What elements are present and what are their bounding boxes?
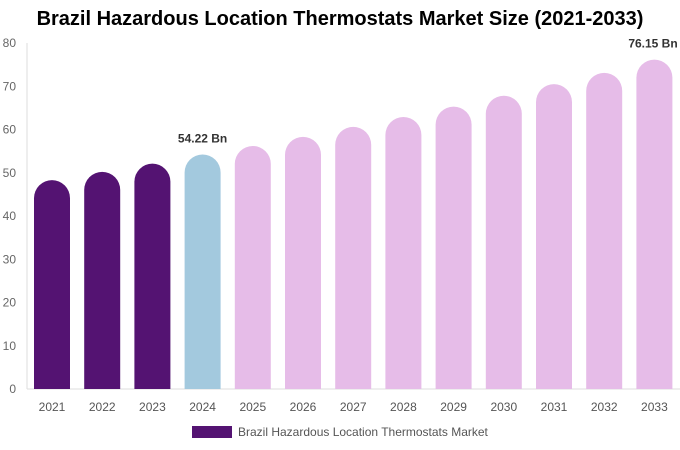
x-tick-label: 2031 (541, 400, 568, 414)
data-label: 76.15 Bn (628, 37, 677, 51)
x-tick-label: 2033 (641, 400, 668, 414)
bar-2023 (134, 163, 171, 389)
x-tick-label: 2023 (139, 400, 166, 414)
x-tick-label: 2025 (239, 400, 266, 414)
x-tick-label: 2027 (340, 400, 367, 414)
bar-2021 (34, 180, 70, 389)
legend: Brazil Hazardous Location Thermostats Ma… (192, 425, 488, 439)
bar-2024 (184, 154, 221, 389)
x-tick-label: 2022 (89, 400, 116, 414)
bar-2022 (84, 171, 121, 389)
y-tick-label: 50 (3, 166, 17, 180)
bar-2031 (536, 84, 572, 390)
bar-2029 (435, 106, 472, 389)
bar-2026 (285, 136, 321, 389)
bar-2032 (586, 72, 623, 389)
y-tick-label: 60 (3, 123, 17, 137)
x-tick-label: 2032 (591, 400, 618, 414)
y-tick-label: 20 (3, 296, 17, 310)
y-tick-label: 40 (3, 209, 17, 223)
y-tick-label: 10 (3, 339, 17, 353)
y-tick-label: 80 (3, 36, 17, 50)
x-tick-label: 2026 (290, 400, 317, 414)
bar-2033 (636, 59, 673, 390)
legend-swatch (192, 426, 232, 438)
bar-2028 (385, 116, 422, 389)
y-tick-label: 70 (3, 79, 17, 93)
bar-2025 (234, 145, 271, 389)
x-tick-label: 2029 (440, 400, 467, 414)
legend-label: Brazil Hazardous Location Thermostats Ma… (238, 425, 488, 439)
x-tick-label: 2021 (39, 400, 66, 414)
x-tick-label: 2030 (490, 400, 517, 414)
chart-title: Brazil Hazardous Location Thermostats Ma… (36, 8, 644, 30)
y-tick-label: 30 (3, 252, 17, 266)
x-tick-label: 2028 (390, 400, 417, 414)
bar-2030 (485, 95, 522, 389)
y-tick-label: 0 (9, 382, 16, 396)
x-tick-label: 2024 (189, 400, 216, 414)
data-label: 54.22 Bn (178, 131, 227, 145)
bar-2027 (335, 126, 372, 389)
